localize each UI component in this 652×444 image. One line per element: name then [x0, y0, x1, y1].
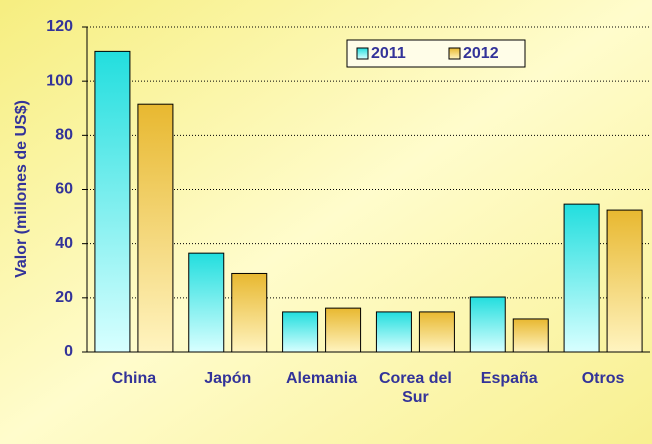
x-tick-label: China — [111, 370, 157, 387]
bar — [512, 318, 549, 353]
legend-swatch — [356, 47, 369, 60]
bar — [231, 272, 268, 353]
legend-label: 2011 — [371, 45, 406, 62]
y-tick-label: 100 — [46, 72, 73, 89]
y-tick-label: 20 — [55, 289, 73, 306]
bar — [563, 203, 600, 353]
legend-swatch — [448, 47, 461, 60]
bar — [606, 209, 643, 353]
bar — [375, 311, 412, 353]
bar — [282, 311, 319, 353]
bar — [137, 103, 174, 353]
bar — [325, 307, 362, 353]
x-tick-label: Corea del Sur — [378, 370, 452, 406]
x-tick-label: Japón — [204, 370, 252, 387]
legend-box — [346, 39, 526, 68]
y-tick-label: 40 — [55, 235, 73, 252]
bar — [94, 50, 131, 353]
x-tick-label: Alemania — [286, 370, 358, 387]
x-tick-label: España — [480, 370, 538, 387]
y-axis-label: Valor (millones de US$) — [13, 100, 30, 278]
y-tick-label: 0 — [64, 343, 73, 360]
legend-label: 2012 — [463, 45, 499, 62]
bar — [188, 252, 225, 353]
bar — [469, 296, 506, 353]
x-tick-label: Otros — [581, 370, 625, 387]
y-tick-label: 120 — [46, 18, 73, 35]
y-tick-label: 80 — [55, 127, 73, 144]
y-tick-label: 60 — [55, 181, 73, 198]
bar — [418, 311, 455, 353]
